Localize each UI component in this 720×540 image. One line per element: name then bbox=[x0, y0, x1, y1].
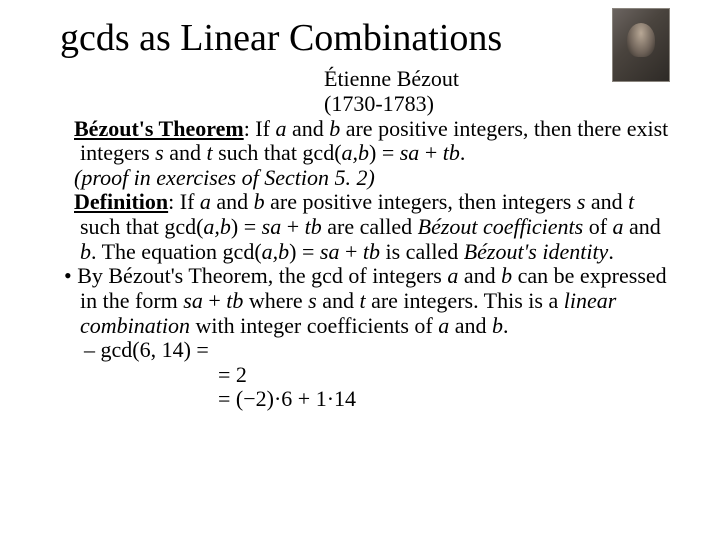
attribution-name: Étienne Bézout bbox=[324, 66, 459, 91]
definition-label: Definition bbox=[74, 189, 168, 214]
bullet-bezout-linear: By Bézout's Theorem, the gcd of integers… bbox=[80, 264, 670, 338]
proof-note: (proof in exercises of Section 5. 2) bbox=[80, 166, 670, 191]
attribution-dates: (1730-1783) bbox=[324, 91, 434, 116]
example-line-2: = 2 bbox=[218, 363, 670, 388]
content-body: Bézout's Theorem: If a and b are positiv… bbox=[60, 117, 670, 413]
example-line-3: = (−2)·6 + 1·14 bbox=[218, 387, 670, 412]
bezout-portrait bbox=[612, 8, 670, 82]
slide-title: gcds as Linear Combinations bbox=[60, 16, 670, 60]
theorem-label: Bézout's Theorem bbox=[74, 116, 244, 141]
theorem-paragraph: Bézout's Theorem: If a and b are positiv… bbox=[80, 117, 670, 166]
definition-paragraph: Definition: If a and b are positive inte… bbox=[80, 190, 670, 264]
example-line-1: gcd(6, 14) = bbox=[100, 338, 670, 363]
